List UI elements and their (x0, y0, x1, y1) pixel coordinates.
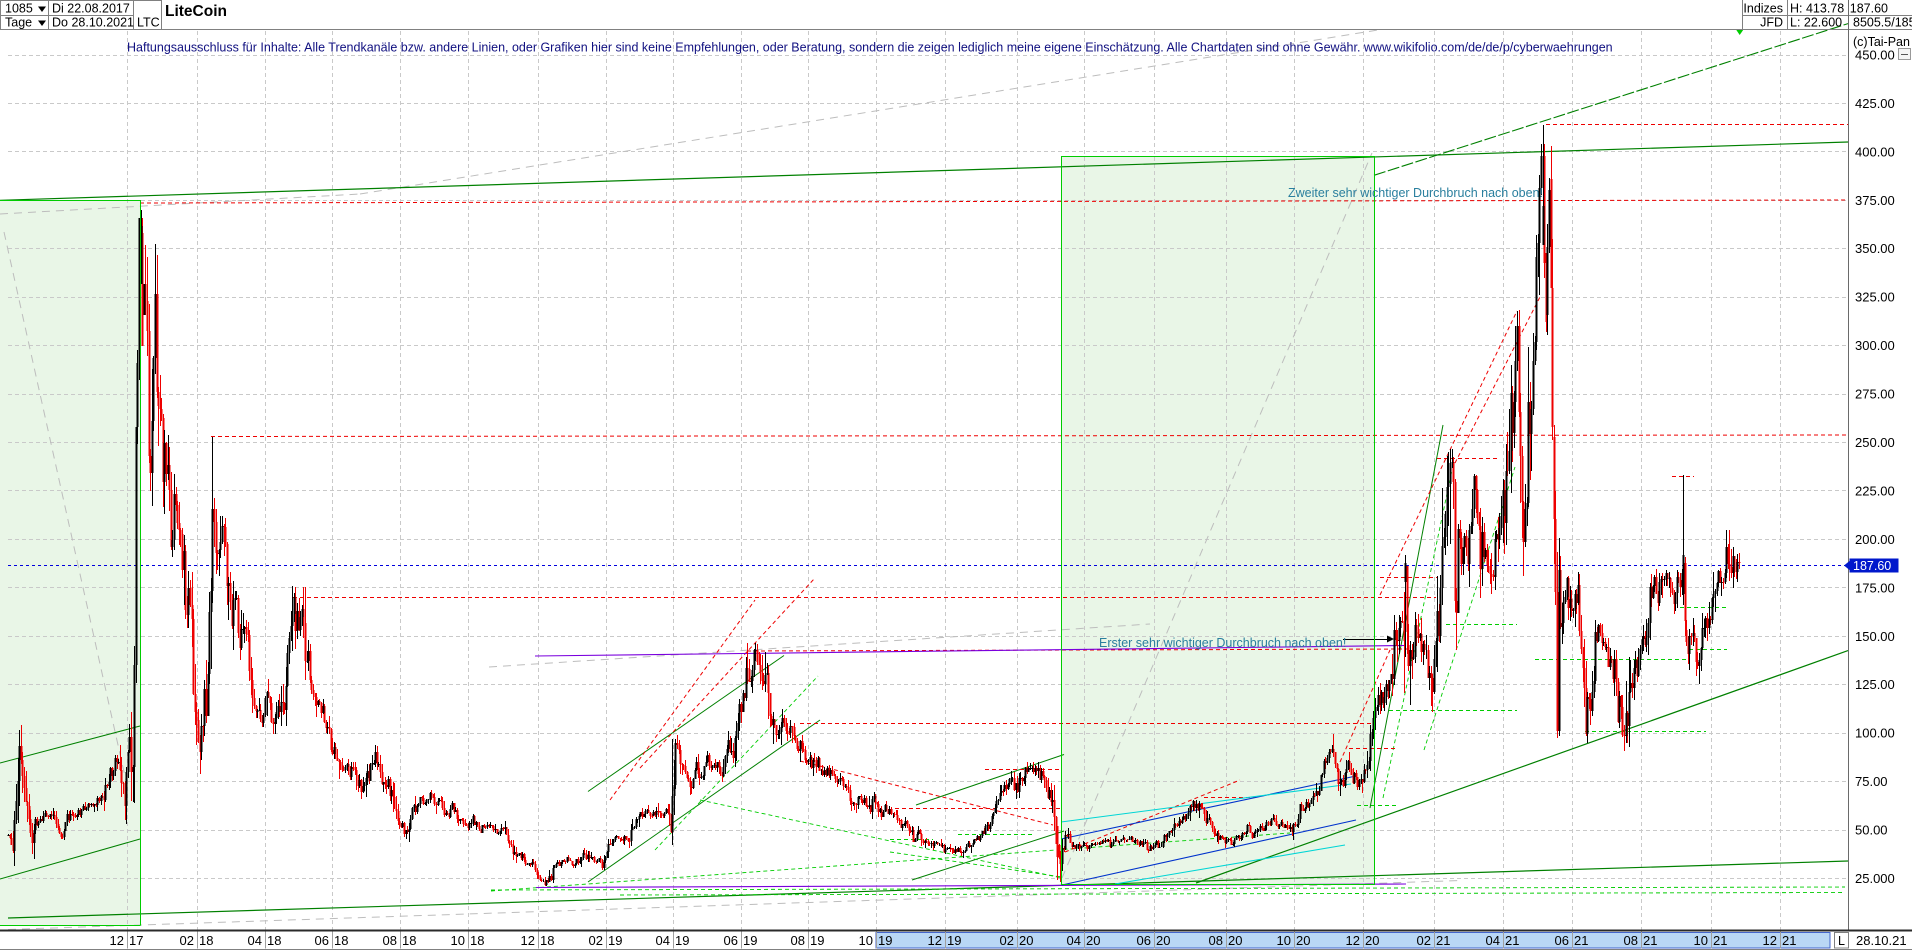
svg-text:50.00: 50.00 (1855, 823, 1888, 838)
svg-text:100.00: 100.00 (1855, 726, 1895, 741)
svg-text:19: 19 (743, 933, 757, 948)
svg-text:200.00: 200.00 (1855, 532, 1895, 547)
svg-text:325.00: 325.00 (1855, 290, 1895, 305)
svg-text:10: 10 (1277, 933, 1291, 948)
svg-text:18: 18 (334, 933, 348, 948)
svg-text:Zweiter sehr wichtiger Durchbr: Zweiter sehr wichtiger Durchbruch nach o… (1288, 186, 1543, 200)
svg-text:Do 28.10.2021: Do 28.10.2021 (52, 16, 134, 30)
svg-text:21: 21 (1782, 933, 1796, 948)
svg-text:19: 19 (810, 933, 824, 948)
svg-text:19: 19 (675, 933, 689, 948)
svg-text:06: 06 (1555, 933, 1569, 948)
svg-text:L: L (1838, 934, 1845, 948)
svg-text:12: 12 (1346, 933, 1360, 948)
svg-text:02: 02 (589, 933, 603, 948)
svg-text:LTC: LTC (137, 16, 160, 30)
svg-text:1085: 1085 (5, 2, 33, 16)
svg-text:175.00: 175.00 (1855, 580, 1895, 595)
svg-text:Indizes: Indizes (1743, 2, 1783, 16)
svg-text:18: 18 (199, 933, 213, 948)
svg-text:08: 08 (1624, 933, 1638, 948)
svg-text:17: 17 (129, 933, 143, 948)
svg-text:10: 10 (859, 933, 873, 948)
svg-text:20: 20 (1086, 933, 1100, 948)
svg-text:21: 21 (1574, 933, 1588, 948)
svg-text:LiteCoin: LiteCoin (165, 3, 227, 20)
svg-text:04: 04 (1486, 933, 1500, 948)
svg-text:12: 12 (1763, 933, 1777, 948)
svg-text:JFD: JFD (1760, 16, 1783, 30)
svg-text:02: 02 (180, 933, 194, 948)
svg-text:125.00: 125.00 (1855, 677, 1895, 692)
svg-text:20: 20 (1019, 933, 1033, 948)
svg-text:10: 10 (451, 933, 465, 948)
svg-text:375.00: 375.00 (1855, 193, 1895, 208)
svg-text:18: 18 (267, 933, 281, 948)
svg-text:187.60: 187.60 (1850, 2, 1888, 16)
svg-text:19: 19 (608, 933, 622, 948)
svg-text:425.00: 425.00 (1855, 96, 1895, 111)
svg-text:300.00: 300.00 (1855, 338, 1895, 353)
svg-text:20: 20 (1228, 933, 1242, 948)
svg-text:28.10.21: 28.10.21 (1856, 933, 1907, 948)
svg-text:04: 04 (1067, 933, 1081, 948)
svg-text:06: 06 (315, 933, 329, 948)
svg-text:350.00: 350.00 (1855, 241, 1895, 256)
svg-text:12: 12 (110, 933, 124, 948)
svg-text:06: 06 (724, 933, 738, 948)
svg-text:19: 19 (947, 933, 961, 948)
svg-text:19: 19 (878, 933, 892, 948)
svg-text:8505.5/185: 8505.5/185 (1853, 16, 1912, 30)
svg-text:18: 18 (540, 933, 554, 948)
svg-text:75.00: 75.00 (1855, 774, 1888, 789)
svg-text:187.60: 187.60 (1853, 559, 1891, 573)
svg-text:21: 21 (1436, 933, 1450, 948)
svg-text:Tage: Tage (5, 16, 32, 30)
svg-text:21: 21 (1643, 933, 1657, 948)
svg-text:06: 06 (1137, 933, 1151, 948)
svg-text:21: 21 (1505, 933, 1519, 948)
svg-text:20: 20 (1365, 933, 1379, 948)
svg-text:08: 08 (383, 933, 397, 948)
svg-text:08: 08 (1209, 933, 1223, 948)
svg-text:08: 08 (791, 933, 805, 948)
svg-text:20: 20 (1296, 933, 1310, 948)
svg-text:18: 18 (470, 933, 484, 948)
svg-text:400.00: 400.00 (1855, 144, 1895, 159)
svg-text:(c)Tai-Pan: (c)Tai-Pan (1853, 35, 1910, 49)
svg-text:Di 22.08.2017: Di 22.08.2017 (52, 2, 130, 16)
svg-text:Haftungsausschluss für Inhalte: Haftungsausschluss für Inhalte: Alle Tre… (127, 41, 1613, 55)
svg-text:04: 04 (656, 933, 670, 948)
svg-text:L: 22.600: L: 22.600 (1790, 16, 1842, 30)
svg-text:225.00: 225.00 (1855, 483, 1895, 498)
svg-text:150.00: 150.00 (1855, 629, 1895, 644)
svg-text:275.00: 275.00 (1855, 387, 1895, 402)
svg-text:20: 20 (1156, 933, 1170, 948)
svg-text:12: 12 (521, 933, 535, 948)
svg-text:02: 02 (1000, 933, 1014, 948)
svg-text:250.00: 250.00 (1855, 435, 1895, 450)
svg-text:04: 04 (248, 933, 262, 948)
svg-text:25.000: 25.000 (1855, 871, 1895, 886)
svg-text:10: 10 (1694, 933, 1708, 948)
svg-text:18: 18 (402, 933, 416, 948)
svg-text:450.00: 450.00 (1855, 48, 1895, 63)
svg-text:21: 21 (1713, 933, 1727, 948)
svg-text:12: 12 (928, 933, 942, 948)
svg-text:H: 413.78: H: 413.78 (1790, 2, 1844, 16)
svg-text:Erster sehr wichtiger Durchbru: Erster sehr wichtiger Durchbruch nach ob… (1099, 636, 1346, 650)
svg-text:02: 02 (1417, 933, 1431, 948)
